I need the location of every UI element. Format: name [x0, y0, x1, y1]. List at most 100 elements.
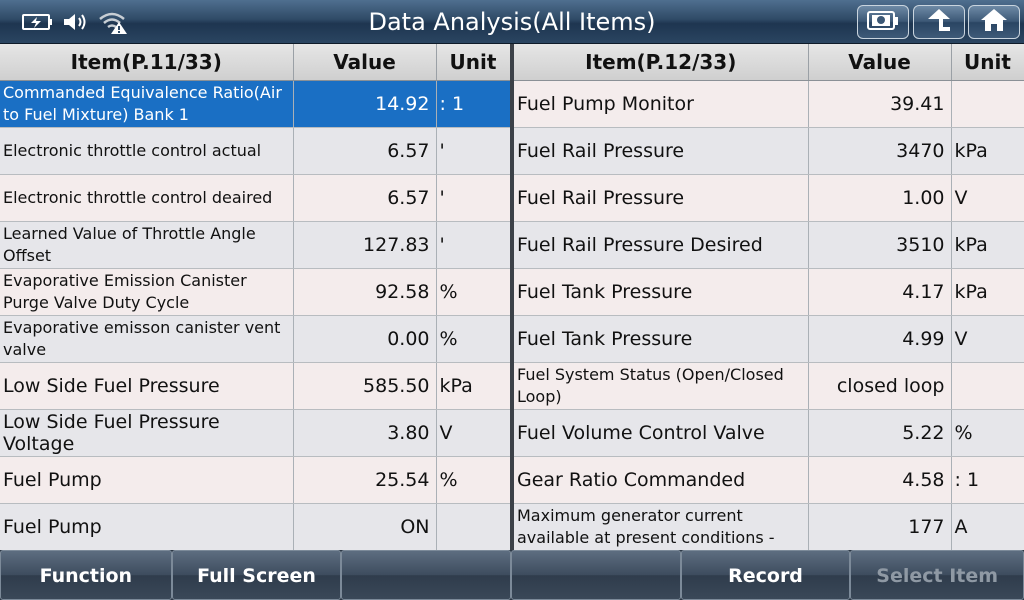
item-value: 4.17 — [808, 268, 952, 316]
table-row[interactable]: Low Side Fuel Pressure 585.50 kPa — [0, 362, 511, 410]
table-row[interactable]: Electronic throttle control deaired 6.57… — [0, 174, 511, 222]
item-value: 4.99 — [808, 315, 952, 363]
item-name: Commanded Equivalence Ratio(Air to Fuel … — [0, 80, 294, 128]
page-title: Data Analysis(All Items) — [368, 8, 656, 36]
item-name: Fuel Rail Pressure Desired — [514, 221, 809, 269]
empty-button-1[interactable] — [341, 550, 512, 600]
table-row-selected[interactable]: Commanded Equivalence Ratio(Air to Fuel … — [0, 80, 511, 128]
right-data-panel: Item(P.12/33) Value Unit Fuel Pump Monit… — [514, 44, 1024, 551]
item-value: 127.83 — [293, 221, 437, 269]
item-unit: % — [436, 315, 511, 363]
item-value: 3510 — [808, 221, 952, 269]
back-button[interactable] — [913, 5, 965, 39]
speaker-icon — [62, 11, 90, 33]
item-value: 25.54 — [293, 456, 437, 504]
item-name: Fuel System Status (Open/Closed Loop) — [514, 362, 809, 410]
item-value: 14.92 — [293, 80, 437, 128]
table-row[interactable]: Fuel Tank Pressure 4.17 kPa — [514, 268, 1024, 316]
screenshot-icon — [866, 8, 900, 36]
item-name: Maximum generator current available at p… — [514, 503, 809, 551]
table-header: Item(P.11/33) Value Unit — [0, 44, 511, 81]
wifi-warning-icon — [98, 9, 128, 35]
full-screen-button[interactable]: Full Screen — [171, 550, 342, 600]
item-unit — [436, 503, 511, 551]
item-unit: V — [436, 409, 511, 457]
item-unit: V — [951, 174, 1024, 222]
table-row[interactable]: Electronic throttle control actual 6.57 … — [0, 127, 511, 175]
item-unit: % — [951, 409, 1024, 457]
item-unit — [951, 80, 1024, 128]
item-unit: A — [951, 503, 1024, 551]
table-row[interactable]: Fuel Tank Pressure 4.99 V — [514, 315, 1024, 363]
table-row[interactable]: Learned Value of Throttle Angle Offset 1… — [0, 221, 511, 269]
table-row[interactable]: Maximum generator current available at p… — [514, 503, 1024, 551]
item-name: Low Side Fuel Pressure — [0, 362, 294, 410]
record-button[interactable]: Record — [680, 550, 851, 600]
panel-divider — [510, 44, 514, 550]
table-row[interactable]: Fuel Pump ON — [0, 503, 511, 551]
right-data-table: Item(P.12/33) Value Unit Fuel Pump Monit… — [514, 44, 1024, 551]
item-name: Electronic throttle control deaired — [0, 174, 294, 222]
item-name: Fuel Volume Control Valve — [514, 409, 809, 457]
table-row[interactable]: Evaporative emisson canister vent valve … — [0, 315, 511, 363]
item-unit: : 1 — [951, 456, 1024, 504]
item-value: 1.00 — [808, 174, 952, 222]
item-name: Gear Ratio Commanded — [514, 456, 809, 504]
item-name: Fuel Pump — [0, 503, 294, 551]
item-unit — [951, 362, 1024, 410]
item-unit: kPa — [951, 268, 1024, 316]
home-button[interactable] — [968, 5, 1020, 39]
unit-column-header: Unit — [436, 44, 511, 81]
function-button[interactable]: Function — [0, 550, 172, 600]
item-value: 92.58 — [293, 268, 437, 316]
unit-column-header: Unit — [951, 44, 1024, 81]
left-data-table: Item(P.11/33) Value Unit Commanded Equiv… — [0, 44, 511, 551]
item-value: 6.57 — [293, 174, 437, 222]
value-column-header: Value — [293, 44, 437, 81]
screenshot-button[interactable] — [857, 5, 909, 39]
item-name: Fuel Tank Pressure — [514, 315, 809, 363]
item-unit: ' — [436, 127, 511, 175]
item-value: 3.80 — [293, 409, 437, 457]
table-row[interactable]: Fuel Rail Pressure 3470 kPa — [514, 127, 1024, 175]
item-value: 177 — [808, 503, 952, 551]
table-row[interactable]: Fuel Pump 25.54 % — [0, 456, 511, 504]
item-value: closed loop — [808, 362, 952, 410]
item-name: Evaporative emisson canister vent valve — [0, 315, 294, 363]
empty-button-2[interactable] — [511, 550, 681, 600]
table-row[interactable]: Fuel Pump Monitor 39.41 — [514, 80, 1024, 128]
item-unit: ' — [436, 174, 511, 222]
item-value: 6.57 — [293, 127, 437, 175]
table-row[interactable]: Fuel Rail Pressure 1.00 V — [514, 174, 1024, 222]
item-name: Low Side Fuel Pressure Voltage — [0, 409, 294, 457]
item-name: Fuel Rail Pressure — [514, 174, 809, 222]
item-name: Fuel Rail Pressure — [514, 127, 809, 175]
item-value: 0.00 — [293, 315, 437, 363]
table-row[interactable]: Gear Ratio Commanded 4.58 : 1 — [514, 456, 1024, 504]
item-name: Fuel Tank Pressure — [514, 268, 809, 316]
item-unit: % — [436, 456, 511, 504]
table-row[interactable]: Low Side Fuel Pressure Voltage 3.80 V — [0, 409, 511, 457]
item-name: Fuel Pump Monitor — [514, 80, 809, 128]
battery-charging-icon — [22, 13, 54, 31]
left-data-panel: Item(P.11/33) Value Unit Commanded Equiv… — [0, 44, 511, 551]
table-row[interactable]: Fuel System Status (Open/Closed Loop) cl… — [514, 362, 1024, 410]
select-item-button[interactable]: Select Item — [850, 550, 1024, 600]
item-unit: kPa — [436, 362, 511, 410]
item-name: Learned Value of Throttle Angle Offset — [0, 221, 294, 269]
item-column-header: Item(P.11/33) — [0, 44, 294, 81]
table-row[interactable]: Evaporative Emission Canister Purge Valv… — [0, 268, 511, 316]
item-name: Evaporative Emission Canister Purge Valv… — [0, 268, 294, 316]
item-value: ON — [293, 503, 437, 551]
item-unit: % — [436, 268, 511, 316]
item-value: 4.58 — [808, 456, 952, 504]
item-unit: kPa — [951, 127, 1024, 175]
bottom-toolbar: Function Full Screen Record Select Item — [0, 550, 1024, 600]
item-value: 39.41 — [808, 80, 952, 128]
item-unit: ' — [436, 221, 511, 269]
home-icon — [979, 7, 1009, 37]
table-row[interactable]: Fuel Rail Pressure Desired 3510 kPa — [514, 221, 1024, 269]
table-row[interactable]: Fuel Volume Control Valve 5.22 % — [514, 409, 1024, 457]
item-unit: : 1 — [436, 80, 511, 128]
item-value: 585.50 — [293, 362, 437, 410]
